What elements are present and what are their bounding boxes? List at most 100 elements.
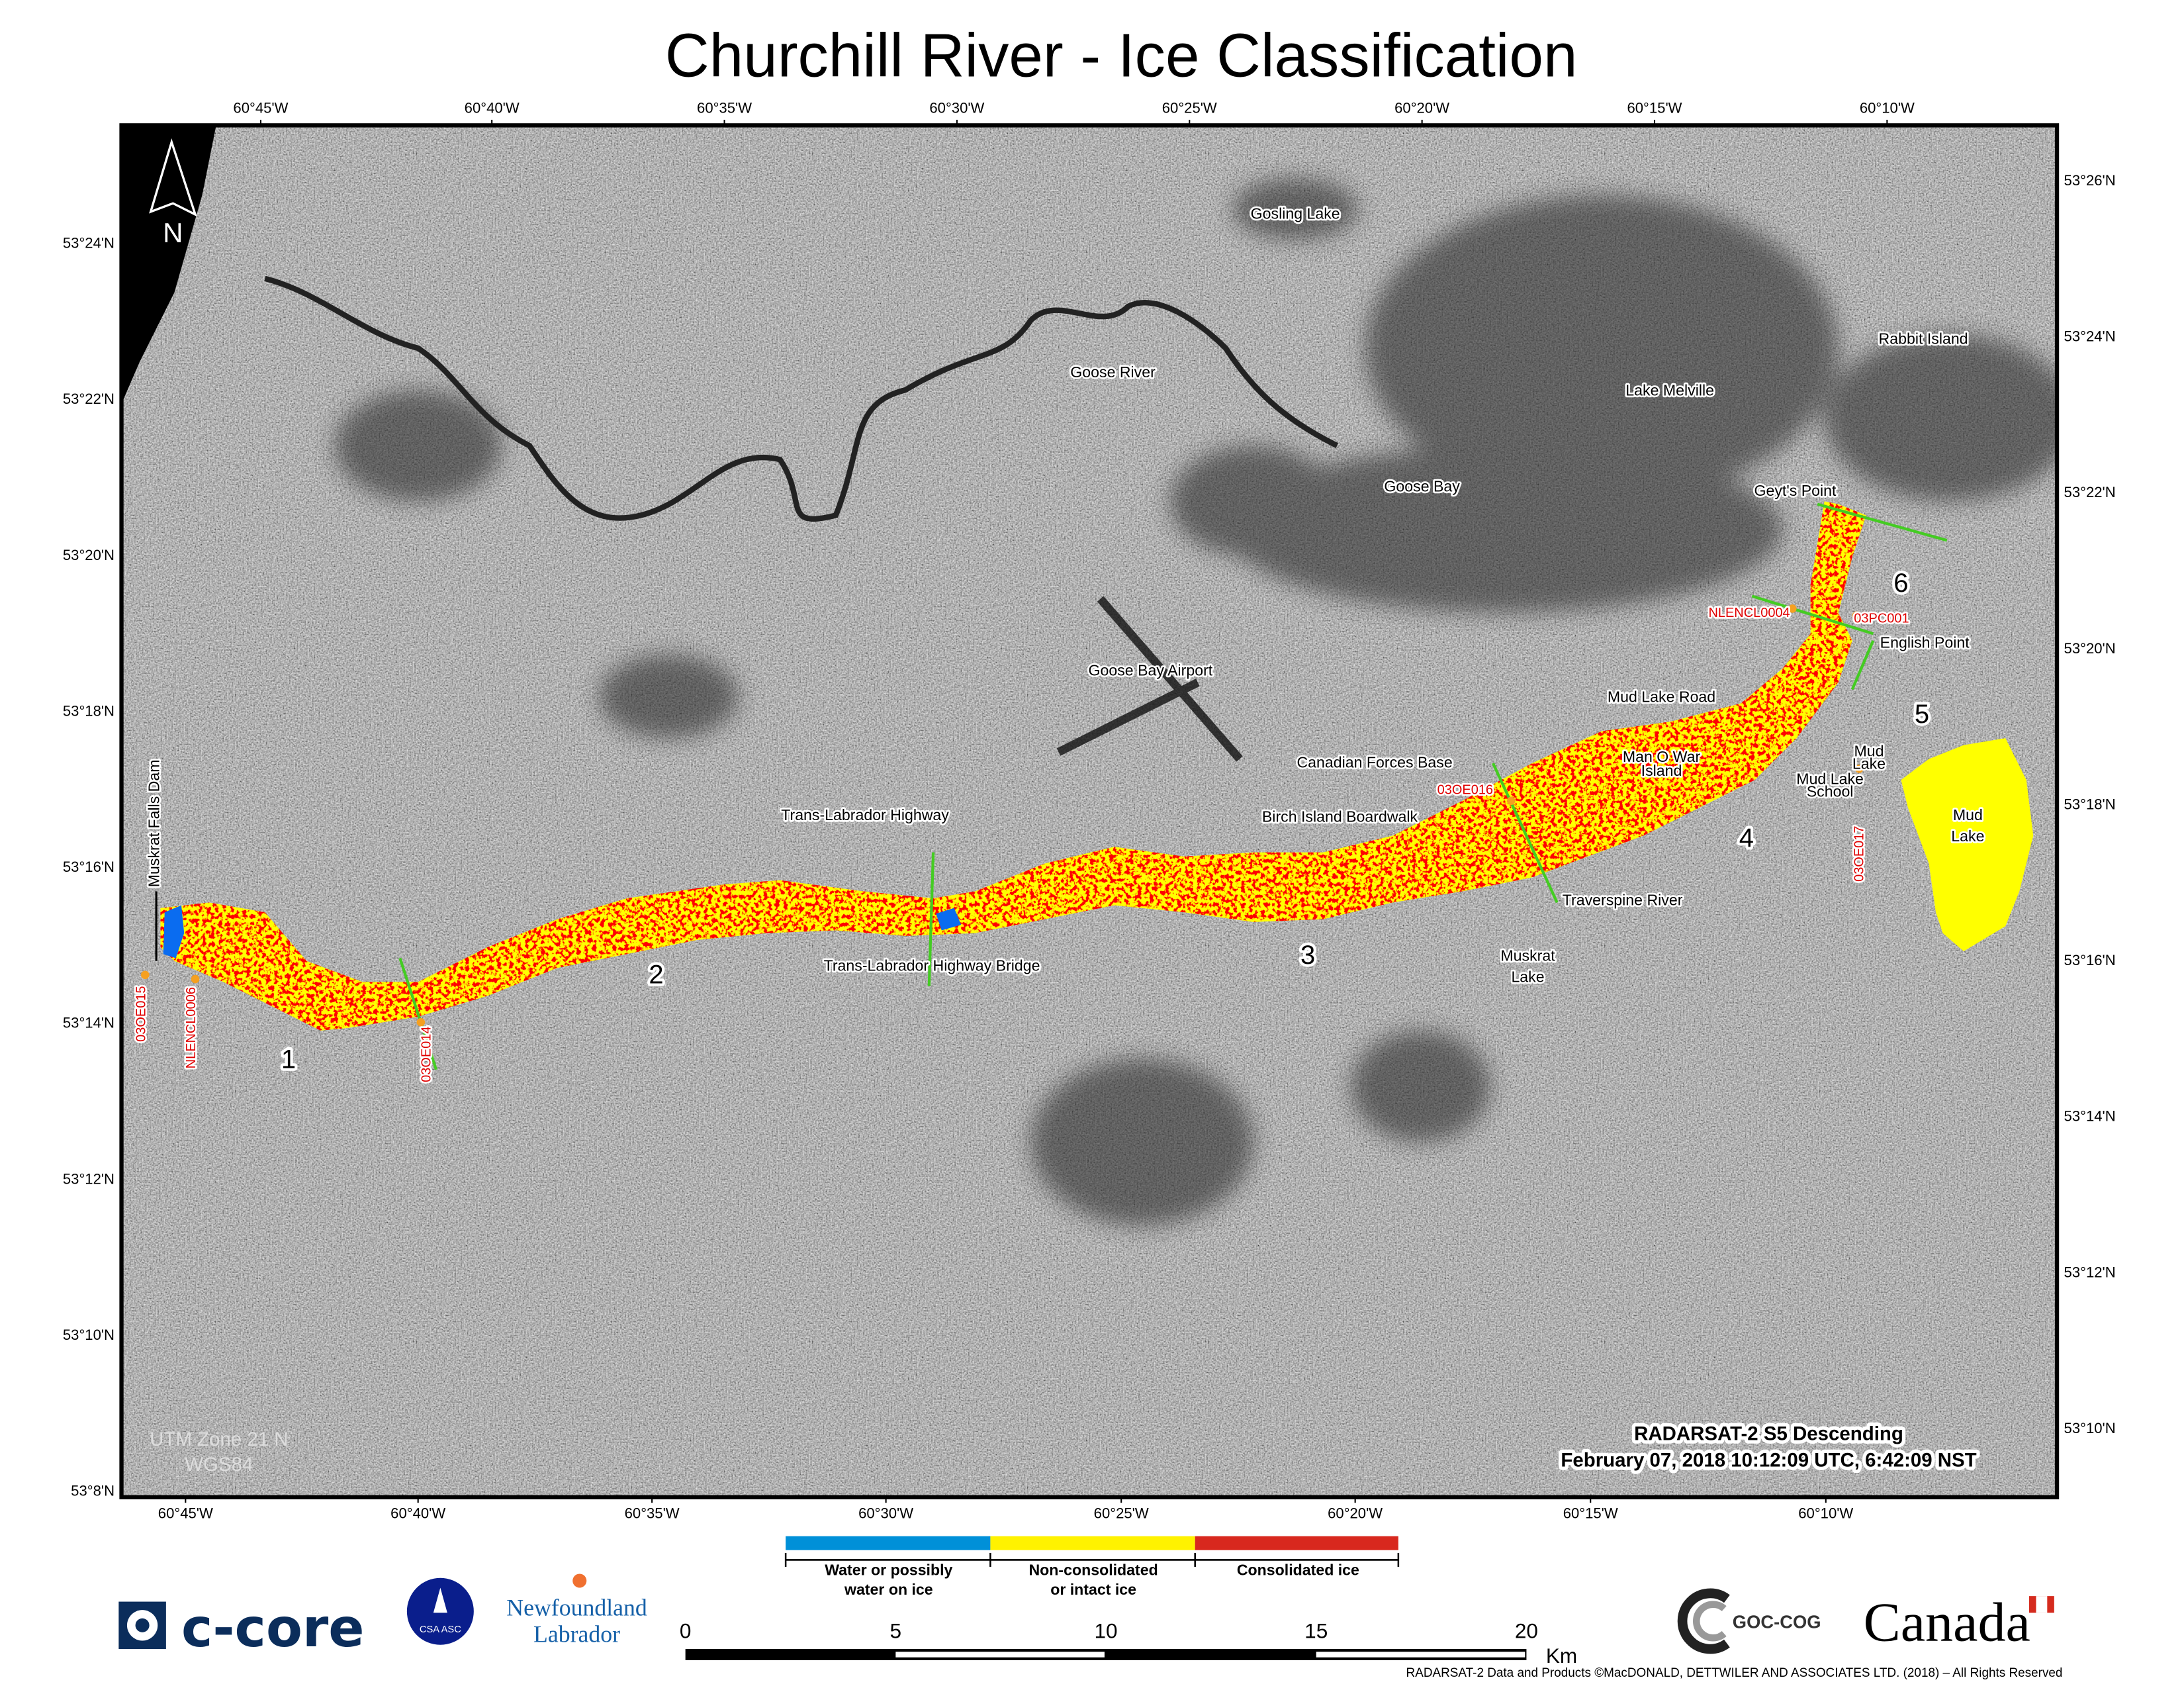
label-goose-bay: Goose Bay <box>1384 478 1460 495</box>
station-03oe016: 03OE016 <box>1437 782 1493 797</box>
section-4: 4 <box>1739 823 1754 853</box>
transect-lines <box>398 502 1948 1070</box>
label-mud-lake-road: Mud Lake Road <box>1608 688 1715 705</box>
north-arrow-icon: N <box>149 138 197 248</box>
lat-label-left: 53°24'N <box>63 235 114 252</box>
section-5: 5 <box>1915 700 1929 729</box>
legend-label-water-1: Water or possibly <box>825 1562 952 1579</box>
copyright: RADARSAT-2 Data and Products ©MacDONALD,… <box>1406 1666 2063 1680</box>
section-2: 2 <box>649 960 663 989</box>
acquisition-datetime: February 07, 2018 10:12:09 UTC, 6:42:09 … <box>1561 1449 1976 1471</box>
lat-label-right: 53°22'N <box>2064 484 2116 500</box>
label-mud-lake-1: Mud <box>1953 806 1983 823</box>
label-english-point: English Point <box>1880 633 1970 651</box>
label-man-o-war-island-2: Island <box>1641 762 1682 779</box>
lat-label-left: 53°22'N <box>63 391 114 407</box>
station-03oe014: 03OE014 <box>420 1027 434 1082</box>
label-goose-bay-airport: Goose Bay Airport <box>1089 661 1213 679</box>
label-trans-labrador-highway-bridge: Trans-Labrador Highway Bridge <box>824 957 1040 974</box>
acquisition-sensor: RADARSAT-2 S5 Descending <box>1634 1423 1903 1444</box>
label-muskrat-lake-2: Lake <box>1511 968 1544 985</box>
station-nlencl0004: NLENCL0004 <box>1708 606 1790 620</box>
lat-label-right: 53°24'N <box>2064 328 2116 344</box>
section-1: 1 <box>281 1045 296 1074</box>
legend: Water or possibly water on ice Non-conso… <box>784 1536 1400 1598</box>
map-frame <box>119 123 2060 1499</box>
lat-label-right: 53°18'N <box>2064 796 2116 812</box>
lat-label-right: 53°26'N <box>2064 172 2116 189</box>
lon-label-bottom: 60°40'W <box>390 1505 445 1521</box>
sar-image: Gosling Lake Goose River Rabbit Island L… <box>121 125 2058 1497</box>
dark-terrain <box>334 178 2058 1226</box>
north-arrow-label: N <box>163 217 183 248</box>
goc-cog-logo-text: GOC-COG <box>1733 1612 1821 1632</box>
lon-label-top: 60°45'W <box>233 99 288 116</box>
label-mud-lake-school-2: School <box>1807 782 1854 800</box>
label-canadian-forces-base: Canadian Forces Base <box>1297 753 1452 771</box>
lat-label-right: 53°14'N <box>2064 1108 2116 1125</box>
water-patch-dam <box>163 905 185 959</box>
lon-label-bottom: 60°30'W <box>858 1505 913 1521</box>
lon-label-top: 60°30'W <box>929 99 984 116</box>
goc-cog-logo: GOC-COG <box>1677 1588 1821 1654</box>
lon-label-top: 60°35'W <box>697 99 752 116</box>
legend-swatch-water <box>786 1536 991 1550</box>
ccore-logo: c-core <box>118 1597 365 1659</box>
label-mud-lake-small-1: Mud <box>1854 742 1884 759</box>
nl-logo: Newfoundland Labrador <box>506 1573 647 1648</box>
label-muskrat-lake-1: Muskrat <box>1500 947 1555 964</box>
lat-label-left: 53°10'N <box>63 1327 114 1343</box>
legend-label-water-2: water on ice <box>844 1581 933 1598</box>
lon-label-top: 60°10'W <box>1860 99 1915 116</box>
lon-label-bottom: 60°45'W <box>158 1505 213 1521</box>
lat-label-left: 53°18'N <box>63 702 114 719</box>
projection-zone: UTM Zone 21 N <box>150 1429 288 1450</box>
label-traverspine-river: Traverspine River <box>1563 892 1683 909</box>
lon-label-top: 60°15'W <box>1627 99 1682 116</box>
projection-datum: WGS84 <box>185 1454 253 1476</box>
legend-label-non-consolidated-1: Non-consolidated <box>1028 1562 1158 1579</box>
map-title: Churchill River - Ice Classification <box>665 21 1578 90</box>
section-3: 3 <box>1300 941 1315 970</box>
water-patch-bridge <box>936 908 962 931</box>
label-goose-river: Goose River <box>1070 363 1156 381</box>
lon-label-bottom: 60°25'W <box>1094 1505 1149 1521</box>
label-trans-labrador-highway: Trans-Labrador Highway <box>781 806 949 823</box>
csa-logo-text: CSA ASC <box>420 1624 461 1635</box>
lat-label-left: 53°16'N <box>63 859 114 875</box>
lat-label-left: 53°14'N <box>63 1015 114 1031</box>
label-man-o-war-island-1: Man O War <box>1623 748 1701 765</box>
lat-label-right: 53°12'N <box>2064 1264 2116 1280</box>
station-markers <box>140 604 1864 1027</box>
scale-bar: 0 5 10 15 20 Km <box>680 1618 1577 1667</box>
goose-river-channel <box>264 275 1339 522</box>
scale-tick-10: 10 <box>1094 1618 1117 1642</box>
ccore-logo-text: c-core <box>181 1597 365 1659</box>
label-lake-melville: Lake Melville <box>1625 382 1714 399</box>
section-6: 6 <box>1893 569 1908 598</box>
lat-label-right: 53°16'N <box>2064 952 2116 968</box>
canada-wordmark: Canada <box>1864 1591 2054 1653</box>
scale-tick-5: 5 <box>890 1618 902 1642</box>
legend-swatch-non-consolidated <box>990 1536 1195 1550</box>
nl-logo-text-1: Newfoundland <box>506 1595 647 1621</box>
station-03oe015: 03OE015 <box>134 986 148 1041</box>
lon-label-top: 60°40'W <box>465 99 520 116</box>
lon-label-bottom: 60°10'W <box>1798 1505 1853 1521</box>
label-muskrat-falls-dam: Muskrat Falls Dam <box>145 759 162 887</box>
lat-label-left: 53°12'N <box>63 1170 114 1187</box>
station-03pc001: 03PC001 <box>1854 611 1909 626</box>
lon-label-bottom: 60°20'W <box>1328 1505 1383 1521</box>
label-rabbit-island: Rabbit Island <box>1879 330 1968 348</box>
scale-tick-20: 20 <box>1515 1618 1538 1642</box>
scale-unit: Km <box>1546 1644 1577 1667</box>
graticule-labels: 60°45'W 60°40'W 60°35'W 60°30'W 60°25'W 60°20… <box>63 99 2116 1521</box>
lat-label-left: 53°20'N <box>63 547 114 563</box>
station-nlencl0006: NLENCL0006 <box>184 987 199 1068</box>
lon-label-bottom: 60°15'W <box>1563 1505 1618 1521</box>
lon-label-top: 60°25'W <box>1162 99 1217 116</box>
lat-label-right: 53°10'N <box>2064 1420 2116 1436</box>
lon-label-bottom: 60°35'W <box>625 1505 680 1521</box>
